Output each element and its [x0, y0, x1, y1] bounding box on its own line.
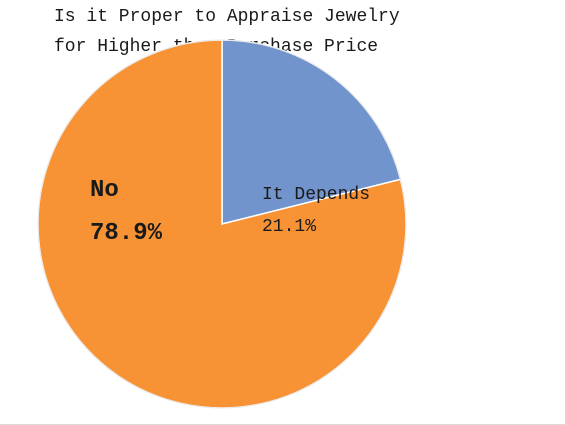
- slice-value-no: 78.9%: [90, 220, 163, 247]
- slice-label-no: No: [90, 177, 119, 204]
- pie-slices: [37, 39, 407, 409]
- slice-label-it-depends: It Depends: [262, 185, 370, 205]
- pie-labels: It Depends 21.1% No 78.9%: [90, 177, 370, 247]
- pie-outline: [37, 39, 407, 409]
- slice-value-it-depends: 21.1%: [262, 217, 316, 237]
- chart-title-line-1: Is it Proper to Appraise Jewelry: [54, 7, 400, 27]
